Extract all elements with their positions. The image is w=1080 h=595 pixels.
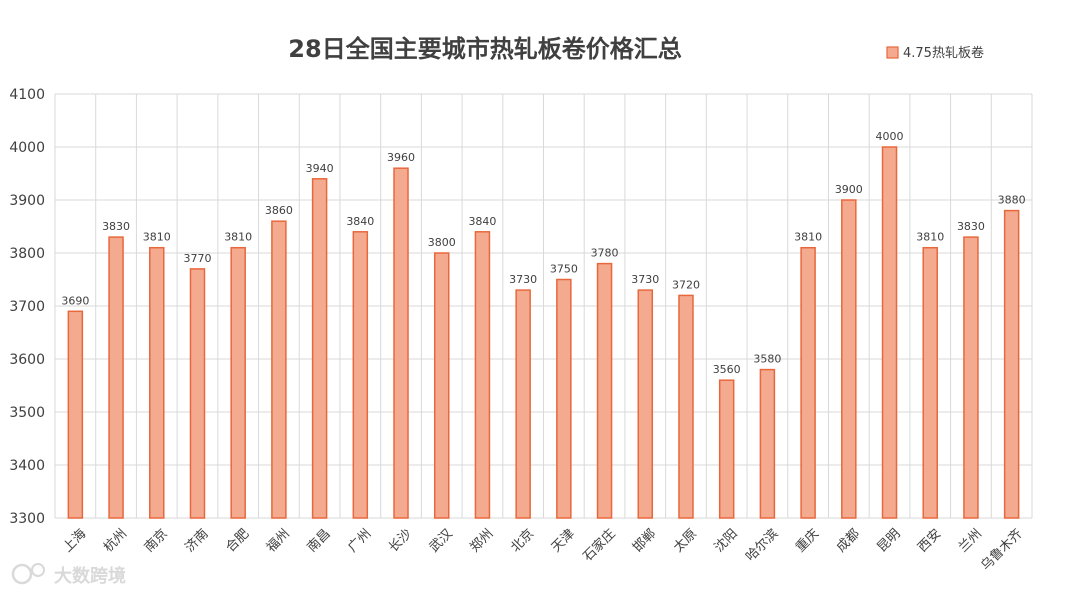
x-tick-label: 合肥 (223, 526, 252, 555)
data-label: 3780 (591, 247, 619, 260)
y-axis: 3300 3400 3500 3600 3700 3800 3900 4000 4100 (9, 87, 45, 527)
x-tick-label: 济南 (182, 526, 212, 556)
data-label: 3730 (631, 273, 659, 286)
bar (800, 246, 816, 519)
y-tick-label: 3700 (9, 299, 45, 315)
y-tick-label: 3500 (9, 405, 45, 421)
x-tick-label: 昆明 (875, 526, 904, 555)
chart-title: 28日全国主要城市热轧板卷价格汇总 (288, 35, 681, 63)
y-tick-label: 4100 (9, 87, 45, 103)
bar (393, 167, 409, 519)
bar (515, 289, 531, 519)
bar (841, 199, 857, 519)
bar (311, 178, 328, 519)
data-label: 3810 (224, 231, 252, 244)
data-label: 4000 (876, 130, 904, 143)
bar (718, 379, 735, 519)
watermark-logo-dot-icon (31, 563, 45, 577)
bar (678, 294, 694, 519)
data-label: 3810 (794, 231, 822, 244)
y-tick-label: 3800 (9, 246, 45, 262)
watermark-logo-icon (11, 563, 33, 585)
data-label: 3810 (143, 231, 171, 244)
x-tick-label: 福州 (264, 526, 293, 555)
x-tick-label: 沈阳 (712, 526, 741, 555)
data-label: 3900 (835, 183, 863, 196)
data-label: 3690 (61, 294, 89, 307)
bar (433, 252, 450, 519)
data-label: 3730 (509, 273, 537, 286)
data-label: 3720 (672, 278, 700, 291)
watermark: 大数跨境 (11, 563, 126, 587)
x-tick-label: 武汉 (427, 526, 456, 555)
data-label: 3840 (468, 215, 496, 228)
data-label: 3560 (713, 363, 741, 376)
bar (67, 310, 84, 519)
grid (54, 93, 1033, 519)
bars: 3690 3830 3810 3770 3810 3860 3940 3840 3960 3800… (61, 130, 1026, 519)
data-label: 3580 (753, 353, 781, 366)
bar (596, 262, 613, 519)
legend-label: 4.75热轧板卷 (903, 45, 984, 61)
y-tick-label: 3300 (9, 511, 45, 527)
bar (149, 246, 165, 519)
x-tick-label: 哈尔滨 (743, 526, 782, 565)
x-tick-label: 天津 (549, 526, 578, 555)
bar (352, 231, 369, 519)
data-label: 3960 (387, 151, 415, 164)
bar (189, 268, 206, 519)
x-tick-label: 广州 (345, 526, 374, 555)
y-tick-label: 3600 (9, 352, 45, 368)
x-tick-label: 重庆 (792, 526, 822, 556)
data-label: 3940 (306, 162, 334, 175)
data-label: 3750 (550, 263, 578, 276)
x-tick-label: 上海 (60, 526, 89, 555)
y-tick-label: 4000 (9, 140, 45, 156)
data-label: 3810 (916, 231, 944, 244)
bar (108, 236, 124, 519)
data-label: 3840 (346, 215, 374, 228)
y-tick-label: 3900 (9, 193, 45, 209)
x-tick-label: 郑州 (467, 526, 496, 555)
bar (637, 289, 654, 519)
x-tick-label: 长沙 (386, 526, 415, 555)
x-tick-label: 成都 (834, 526, 863, 555)
bar (922, 246, 938, 519)
y-tick-label: 3400 (9, 458, 45, 474)
x-tick-label: 乌鲁木齐 (978, 526, 1026, 574)
data-label: 3800 (428, 236, 456, 249)
x-tick-label: 北京 (508, 526, 537, 555)
x-tick-label: 太原 (671, 526, 700, 555)
x-tick-label: 南京 (141, 526, 171, 556)
bar (881, 146, 898, 519)
data-label: 3880 (998, 194, 1026, 207)
x-tick-label: 西安 (915, 526, 944, 555)
data-label: 3860 (265, 204, 293, 217)
bar (963, 236, 979, 519)
x-tick-label: 石家庄 (580, 526, 619, 565)
data-label: 3830 (957, 220, 985, 233)
x-axis: 上海 杭州 南京 济南 合肥 福州 南昌 广州 长沙 武汉 郑州 北京 天津 石家庄 邯郸 太原 沈阳 哈尔滨 重庆… (60, 526, 1025, 574)
x-tick-label: 杭州 (101, 526, 130, 555)
bar (474, 231, 491, 519)
watermark-text: 大数跨境 (54, 565, 126, 587)
x-tick-label: 南昌 (304, 526, 334, 556)
bar (230, 246, 246, 519)
x-tick-label: 兰州 (956, 526, 985, 555)
data-label: 3770 (183, 252, 211, 265)
bar (1003, 209, 1020, 519)
data-label: 3830 (102, 220, 130, 233)
bar (556, 278, 572, 519)
x-tick-label: 邯郸 (630, 526, 659, 555)
bar (271, 220, 287, 519)
legend: 4.75热轧板卷 (886, 45, 984, 61)
legend-swatch (886, 46, 899, 59)
bar (759, 368, 776, 519)
